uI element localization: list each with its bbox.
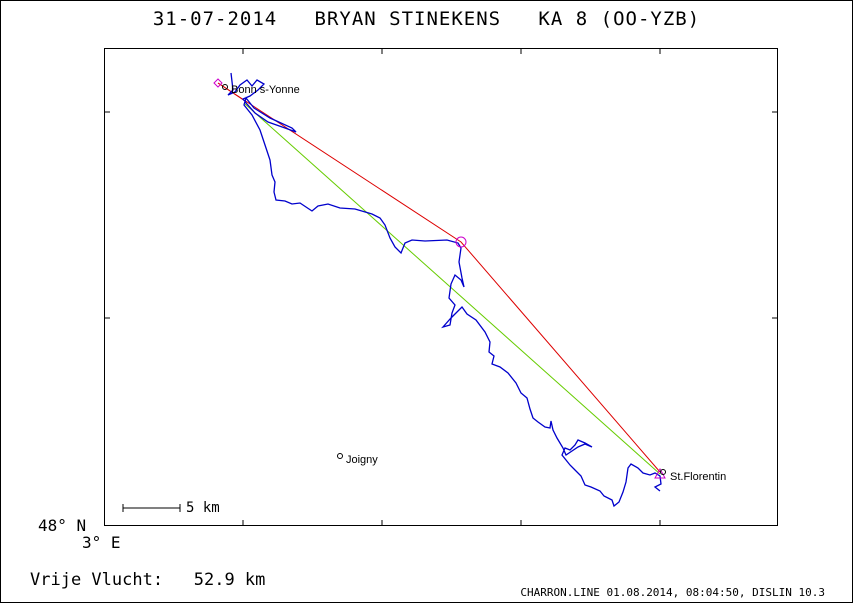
axis-ticks bbox=[104, 48, 778, 526]
file-info: CHARRON.LINE 01.08.2014, 08:04:50, DISLI… bbox=[520, 586, 825, 599]
place-marker-bonnieres bbox=[222, 84, 228, 90]
longitude-label: 3° E bbox=[82, 533, 121, 552]
place-label-bonnieres: Bonn s-Yonne bbox=[231, 84, 300, 96]
page-title: 31-07-2014 BRYAN STINEKENS KA 8 (OO-YZB) bbox=[152, 8, 701, 30]
flight-track bbox=[227, 72, 662, 508]
declared-route-line bbox=[217, 82, 661, 473]
scale-label: 5 km bbox=[186, 500, 220, 516]
flight-distance: Vrije Vlucht: 52.9 km bbox=[30, 570, 266, 590]
start-marker-icon bbox=[213, 78, 223, 88]
map-plot-area bbox=[104, 48, 778, 526]
place-marker-joigny bbox=[337, 453, 343, 459]
finish-triangle-icon bbox=[654, 467, 666, 479]
latitude-label: 48° N bbox=[38, 516, 87, 535]
straight-distance-line bbox=[243, 102, 661, 475]
place-label-stflorentin: St.Florentin bbox=[670, 471, 727, 483]
turnpoint-circle bbox=[455, 236, 467, 248]
scale-bar bbox=[122, 504, 181, 512]
place-label-joigny: Joigny bbox=[346, 454, 378, 466]
place-marker-stflorentin bbox=[660, 469, 666, 475]
